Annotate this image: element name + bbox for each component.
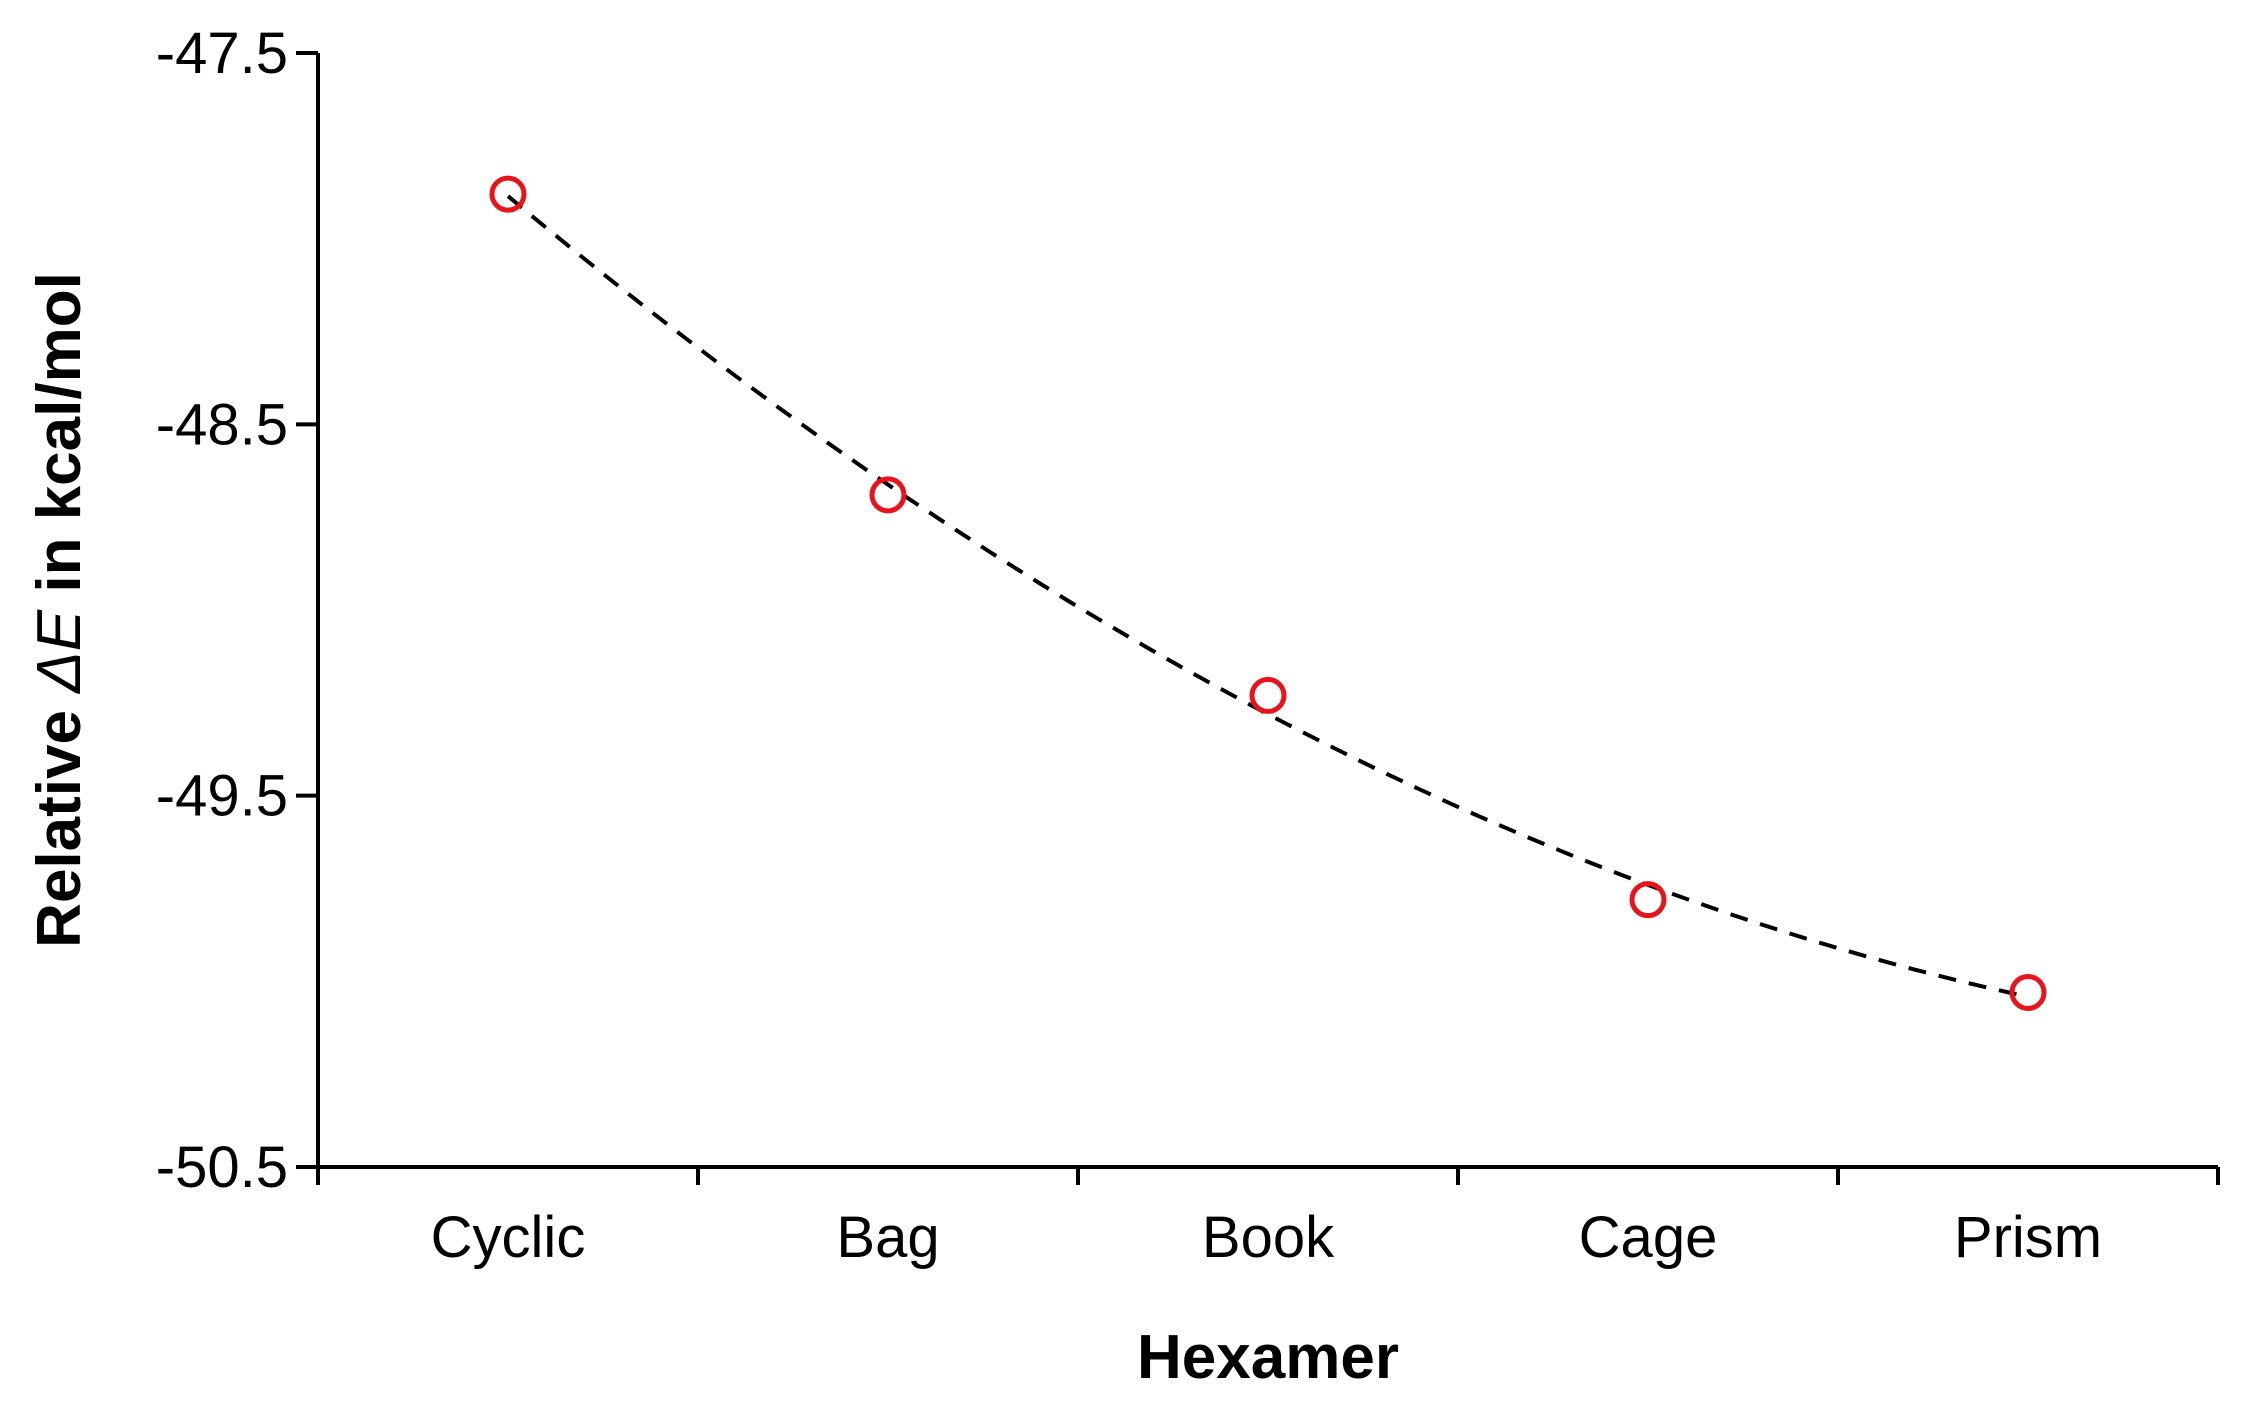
x-tick-label: Cyclic: [431, 1205, 586, 1270]
trendline: [506, 194, 2029, 999]
data-point: [489, 175, 527, 213]
x-axis-title: Hexamer: [1137, 1323, 1399, 1392]
y-tick-label: -49.5: [156, 764, 288, 829]
y-ticks: -47.5 -48.5 -49.5 -50.5: [156, 21, 318, 1200]
y-axis-title-prefix: Relative: [25, 693, 94, 948]
data-point: [1249, 676, 1287, 714]
x-tick-label: Cage: [1579, 1205, 1718, 1270]
x-tick-label: Book: [1202, 1205, 1335, 1270]
data-point: [1629, 881, 1667, 919]
y-axis-title-symbol: ΔE: [25, 609, 94, 695]
y-tick-label: -50.5: [156, 1135, 288, 1200]
x-ticks: Cyclic Bag Book Cage Prism: [316, 1167, 2220, 1270]
data-points: [489, 175, 2047, 1011]
axes: [316, 53, 2218, 1169]
y-axis-title: Relative ΔE in kcal/mol: [25, 272, 94, 948]
y-tick-label: -48.5: [156, 392, 288, 457]
data-point: [869, 476, 907, 514]
y-axis-title-suffix: in kcal/mol: [25, 272, 94, 610]
data-point: [2009, 973, 2047, 1011]
x-tick-label: Prism: [1954, 1205, 2102, 1270]
y-tick-label: -47.5: [156, 21, 288, 86]
x-tick-label: Bag: [836, 1205, 939, 1270]
